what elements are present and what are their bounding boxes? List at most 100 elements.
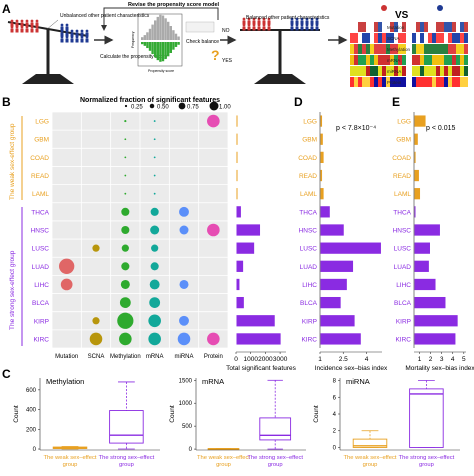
- hist-bar: [177, 36, 180, 40]
- heatmap-cell: [428, 33, 432, 43]
- feature-dot: [89, 332, 103, 346]
- x-tick-label: 1000: [243, 356, 258, 363]
- bar: [236, 169, 238, 182]
- feature-dot: [92, 244, 100, 252]
- heatmap-cell: [350, 77, 354, 87]
- legend-size-label: 0.50: [157, 105, 169, 111]
- feature-dot: [179, 315, 189, 326]
- mrna-boxplot: mRNA 0 500 1000 1500 Count The weak sex–effect…: [169, 377, 306, 468]
- heatmap-cell: [382, 33, 386, 43]
- heatmap-cell: [460, 55, 464, 65]
- cancer-label: THCA: [299, 209, 317, 216]
- heatmap-cell: [420, 77, 424, 87]
- heatmap-cell: [394, 77, 398, 87]
- bar: [320, 115, 323, 127]
- person-icon: [30, 22, 34, 27]
- heatmap-cell: [374, 77, 378, 87]
- x-category-label: group: [63, 462, 78, 468]
- person-icon: [305, 26, 309, 31]
- panel-a: A Unbalanced other patient characteristi…: [2, 2, 468, 87]
- x-axis-label: Mortality sex–bias index: [405, 365, 474, 372]
- heatmap-cell: [390, 55, 394, 65]
- column-label: miRNA: [175, 354, 194, 360]
- heatmap-cell: [382, 66, 386, 76]
- cancer-label: KIRP: [34, 318, 49, 325]
- heatmap-cell: [358, 44, 362, 54]
- x-tick-label: 1: [418, 356, 422, 363]
- heatmap-cell: [350, 66, 354, 76]
- heatmap-cell: [386, 66, 390, 76]
- balanced-scale-icon: [240, 17, 320, 84]
- heatmap-cell: [432, 44, 436, 54]
- heatmap-cell: [420, 22, 424, 32]
- cancer-label: KIRP: [396, 318, 411, 325]
- hist-bar: [159, 42, 162, 62]
- heatmap-cell: [362, 22, 366, 32]
- cancer-label: READ: [393, 173, 411, 180]
- heatmap-cell: [398, 44, 402, 54]
- heatmap-cell: [436, 22, 440, 32]
- hist-bar: [146, 32, 149, 40]
- person-icon: [60, 26, 64, 31]
- heatmap-cell: [398, 22, 402, 32]
- feature-dot: [150, 207, 159, 216]
- person-icon: [15, 19, 19, 23]
- heatmap-cell: [428, 22, 432, 32]
- no-label: NO: [222, 28, 230, 34]
- heatmap-cell: [432, 22, 436, 32]
- hist-bar: [148, 28, 152, 40]
- legend-dot: [178, 102, 186, 110]
- hist-bar: [172, 30, 175, 40]
- heatmap-cell: [370, 66, 374, 76]
- cancer-label: LGG: [303, 119, 317, 126]
- heatmap-cell: [464, 44, 468, 54]
- y-tick-label: 600: [26, 388, 37, 394]
- heatmap-cell: [444, 22, 448, 32]
- heatmap-cell: [398, 55, 402, 65]
- person-icon: [252, 20, 256, 25]
- person-icon: [305, 20, 309, 25]
- y-tick-label: 4: [333, 412, 337, 418]
- heatmap-cell: [444, 44, 448, 54]
- bar: [236, 315, 275, 327]
- heatmap-cell: [378, 22, 382, 32]
- person-icon: [10, 19, 14, 23]
- heatmap-cell: [428, 55, 432, 65]
- heatmap-cell: [416, 33, 420, 43]
- person-icon: [252, 26, 256, 31]
- heatmap-cell: [460, 66, 464, 76]
- heatmap-cell: [386, 22, 390, 32]
- person-icon: [65, 38, 69, 43]
- person-icon: [290, 17, 294, 21]
- heatmap-cell: [432, 33, 436, 43]
- panel-e: E LGG GBM COAD READ LAML THCA HNSC LUSC LUAD LIHC…: [392, 95, 474, 372]
- heatmap-cell: [402, 44, 406, 54]
- heatmap-cell: [432, 55, 436, 65]
- cancer-label: LAML: [300, 191, 317, 198]
- person-icon: [60, 38, 64, 43]
- cancer-label: GBM: [34, 137, 49, 144]
- panel-label-e: E: [392, 95, 400, 109]
- heatmap-cell: [456, 55, 460, 65]
- person-icon: [300, 17, 304, 21]
- heatmap-cell: [354, 44, 358, 54]
- y-tick-label: 0: [189, 447, 193, 453]
- x-axis-label: Incidence sex–bias index: [315, 365, 388, 372]
- column-label: mRNA: [146, 354, 164, 360]
- legend-size-label: 0.75: [187, 105, 199, 111]
- heatmap-cell: [424, 44, 428, 54]
- person-icon: [65, 32, 69, 37]
- cancer-label: LUAD: [32, 264, 50, 271]
- bar: [414, 188, 421, 200]
- bar: [320, 333, 361, 345]
- x-category-label: group: [216, 462, 231, 468]
- heatmap-cell: [436, 66, 440, 76]
- heatmap-cell: [362, 33, 366, 43]
- heatmap-cell: [460, 77, 464, 87]
- legend-dot: [149, 103, 155, 109]
- heatmap-cell: [386, 44, 390, 54]
- feature-dot: [153, 138, 156, 141]
- feature-dot: [179, 279, 189, 289]
- x-tick-label: 2.5: [339, 356, 348, 363]
- person-icon: [247, 20, 251, 25]
